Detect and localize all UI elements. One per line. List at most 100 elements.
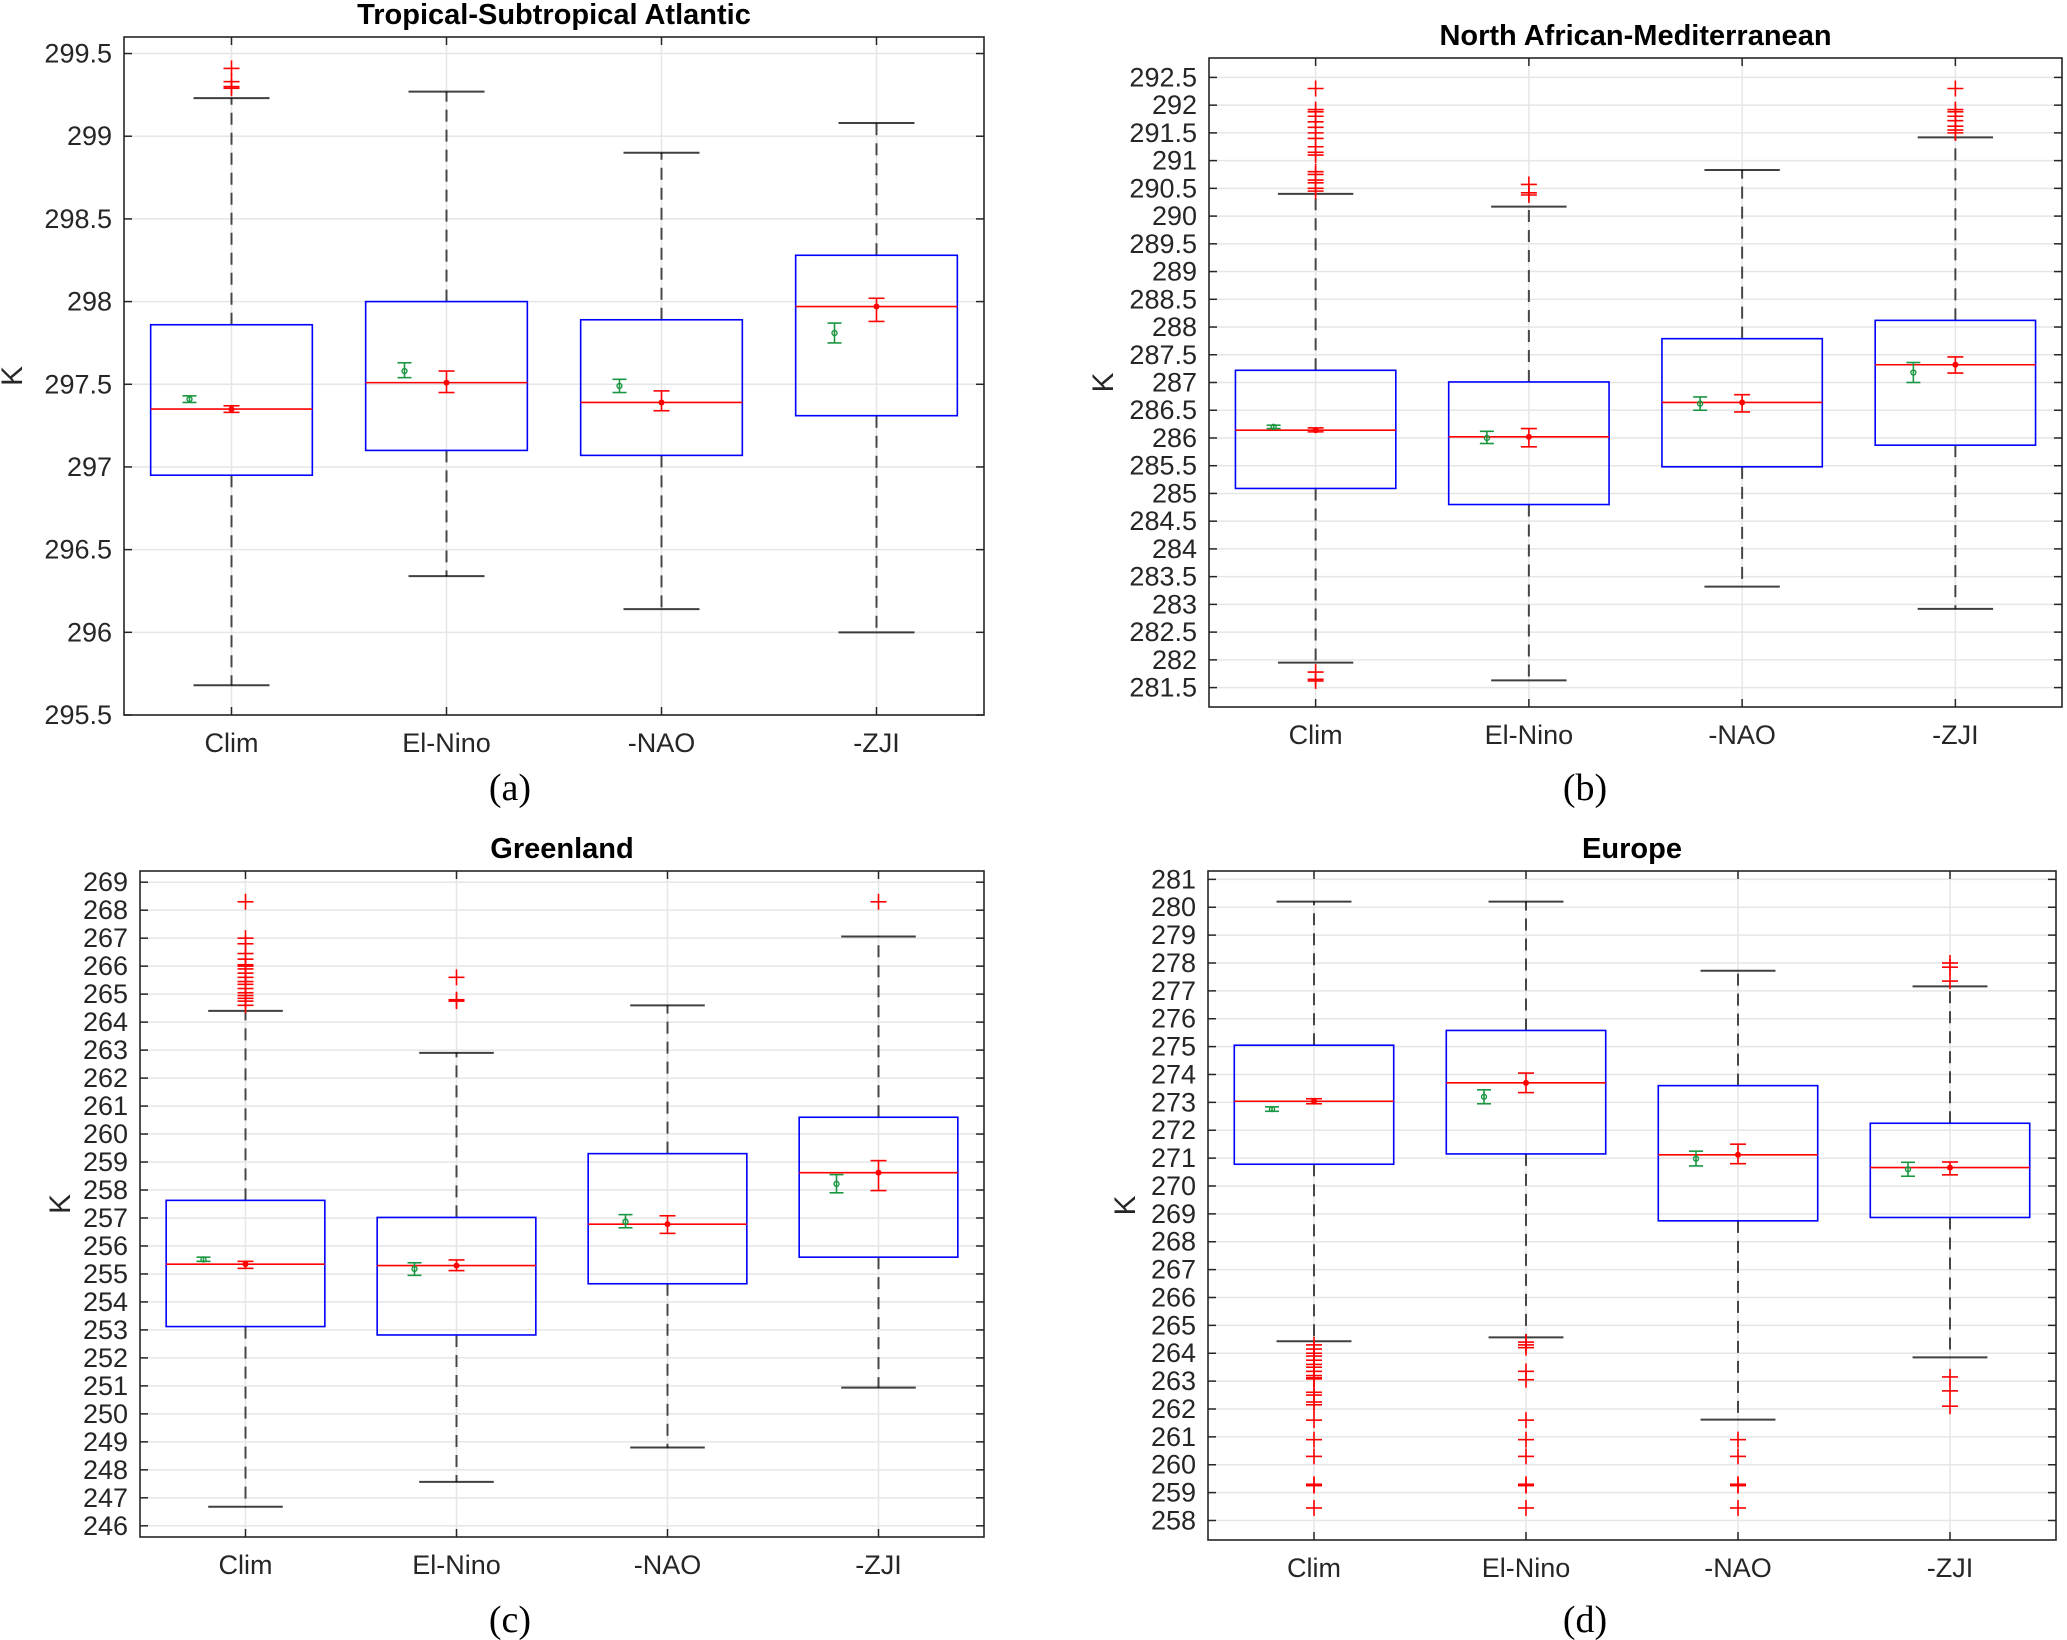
y-tick-label: 246: [83, 1511, 128, 1541]
iqr-box: [1447, 381, 1610, 506]
green-mean-ci: [1693, 396, 1708, 412]
y-tick-label: 274: [1151, 1059, 1196, 1089]
y-tick-label: 256: [83, 1231, 128, 1261]
box-clim: [165, 893, 326, 1508]
outlier-marker: [870, 893, 887, 910]
iqr-box: [1233, 1044, 1395, 1166]
outlier-marker: [1307, 80, 1324, 97]
y-tick-label: 289: [1152, 257, 1197, 287]
panel-label: (a): [489, 767, 531, 809]
y-tick-label: 261: [83, 1091, 128, 1121]
green-mean-ci: [1477, 1089, 1491, 1105]
mean-point: [200, 1256, 207, 1263]
iqr-box: [149, 323, 314, 477]
y-tick-label: 271: [1151, 1143, 1196, 1173]
y-tick-label: 251: [83, 1371, 128, 1401]
y-tick-label: 265: [83, 979, 128, 1009]
iqr-box: [1445, 1029, 1607, 1155]
outlier-marker: [1518, 1339, 1534, 1356]
outlier-marker: [1518, 1412, 1534, 1429]
red-mean-ci: [1942, 1161, 1958, 1176]
y-tick-label: 260: [83, 1119, 128, 1149]
outlier-marker: [1306, 1477, 1322, 1494]
x-tick-label: El-Nino: [402, 728, 491, 758]
y-tick-label: 282.5: [1129, 617, 1197, 647]
y-tick-label: 286.5: [1129, 395, 1197, 425]
y-tick-label: 259: [1151, 1478, 1196, 1508]
y-tick-label: 296: [67, 617, 112, 647]
outlier-marker: [1947, 80, 1964, 97]
y-tick-label: 290: [1152, 201, 1197, 231]
box-elnino: [364, 90, 529, 578]
y-tick-label: 299.5: [44, 39, 112, 69]
red-mean-ci: [1947, 356, 1964, 374]
iqr-box: [364, 300, 529, 452]
iqr-box: [587, 1152, 748, 1285]
red-mean-ci: [1730, 1143, 1746, 1165]
red-mean-ci: [868, 297, 885, 323]
panel-label: (c): [489, 1599, 531, 1640]
mean-point: [443, 379, 450, 386]
y-tick-label: 265: [1151, 1310, 1196, 1340]
y-tick-label: 266: [83, 951, 128, 981]
outlier-marker: [237, 930, 254, 947]
iqr-box: [1657, 1084, 1819, 1222]
box-nao: [1657, 969, 1819, 1516]
x-tick-label: -NAO: [628, 728, 696, 758]
iqr-box: [376, 1216, 537, 1336]
green-mean-ci: [1689, 1150, 1703, 1167]
y-tick-label: 273: [1151, 1087, 1196, 1117]
y-tick-label: 268: [1151, 1227, 1196, 1257]
y-tick-label: 285.5: [1129, 451, 1197, 481]
x-tick-label: -NAO: [1708, 720, 1776, 750]
y-tick-label: 284.5: [1129, 506, 1197, 536]
mean-point: [1735, 1151, 1741, 1158]
y-tick-label: 282: [1152, 645, 1197, 675]
y-tick-label: 258: [83, 1175, 128, 1205]
y-tick-label: 296.5: [44, 535, 112, 565]
y-tick-label: 262: [1151, 1394, 1196, 1424]
green-mean-ci: [1266, 423, 1281, 431]
box-elnino: [376, 969, 537, 1483]
outlier-marker: [1518, 1431, 1534, 1448]
x-tick-label: Clim: [1287, 1553, 1341, 1583]
y-tick-label: 291.5: [1129, 118, 1197, 148]
mean-point: [1947, 1164, 1953, 1171]
iqr-box: [1869, 1122, 2031, 1219]
x-tick-label: -ZJI: [1927, 1553, 1974, 1583]
outlier-marker: [223, 60, 240, 77]
red-mean-ci: [1734, 393, 1751, 413]
box-zji: [794, 121, 959, 634]
outlier-marker: [1730, 1477, 1746, 1494]
mean-point: [1739, 399, 1746, 406]
mean-point: [411, 1265, 418, 1273]
red-mean-ci: [438, 370, 455, 394]
outlier-marker: [1518, 1371, 1534, 1388]
outlier-marker: [1518, 1477, 1534, 1494]
panel-label: (d): [1563, 1599, 1607, 1640]
mean-point: [242, 1261, 249, 1268]
y-tick-label: 260: [1151, 1450, 1196, 1480]
box-nao: [579, 151, 744, 611]
y-tick-label: 295.5: [44, 700, 112, 730]
y-tick-label: 250: [83, 1399, 128, 1429]
box-zji: [1869, 954, 2031, 1415]
y-tick-label: 289.5: [1129, 229, 1197, 259]
y-tick-label: 286: [1152, 423, 1197, 453]
mean-point: [401, 367, 408, 375]
y-tick-label: 280: [1151, 892, 1196, 922]
green-mean-ci: [397, 361, 412, 379]
mean-point: [1952, 361, 1959, 368]
y-tick-label: 247: [83, 1483, 128, 1513]
mean-point: [1312, 427, 1319, 434]
x-tick-label: Clim: [1289, 720, 1343, 750]
outlier-marker: [1306, 1499, 1322, 1516]
y-tick-label: 258: [1151, 1505, 1196, 1535]
y-tick-label: 275: [1151, 1032, 1196, 1062]
outlier-marker: [1518, 1448, 1534, 1465]
x-tick-label: Clim: [219, 1550, 273, 1580]
box-clim: [149, 60, 314, 687]
outlier-marker: [1520, 176, 1537, 193]
green-mean-ci: [618, 1213, 633, 1229]
